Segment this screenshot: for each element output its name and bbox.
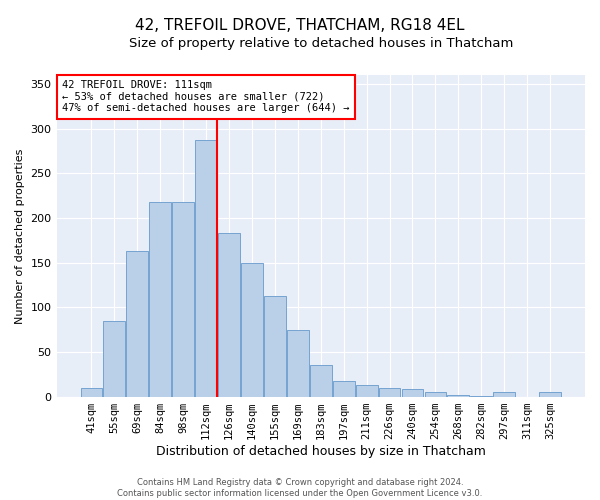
Bar <box>149 202 171 396</box>
Bar <box>80 388 103 396</box>
Bar <box>310 366 332 396</box>
Title: Size of property relative to detached houses in Thatcham: Size of property relative to detached ho… <box>128 38 513 51</box>
Bar <box>218 234 240 396</box>
Bar <box>333 382 355 396</box>
Bar <box>241 262 263 396</box>
Bar <box>172 202 194 396</box>
Bar <box>356 385 377 396</box>
Bar <box>425 392 446 396</box>
Bar <box>401 390 424 396</box>
Text: 42, TREFOIL DROVE, THATCHAM, RG18 4EL: 42, TREFOIL DROVE, THATCHAM, RG18 4EL <box>135 18 465 32</box>
Bar <box>195 140 217 396</box>
Bar <box>103 320 125 396</box>
Y-axis label: Number of detached properties: Number of detached properties <box>15 148 25 324</box>
Bar <box>264 296 286 396</box>
Bar <box>448 395 469 396</box>
Bar <box>493 392 515 396</box>
Text: Contains HM Land Registry data © Crown copyright and database right 2024.
Contai: Contains HM Land Registry data © Crown c… <box>118 478 482 498</box>
Bar <box>539 392 561 396</box>
X-axis label: Distribution of detached houses by size in Thatcham: Distribution of detached houses by size … <box>156 444 486 458</box>
Text: 42 TREFOIL DROVE: 111sqm
← 53% of detached houses are smaller (722)
47% of semi-: 42 TREFOIL DROVE: 111sqm ← 53% of detach… <box>62 80 349 114</box>
Bar <box>379 388 400 396</box>
Bar <box>127 251 148 396</box>
Bar <box>287 330 309 396</box>
